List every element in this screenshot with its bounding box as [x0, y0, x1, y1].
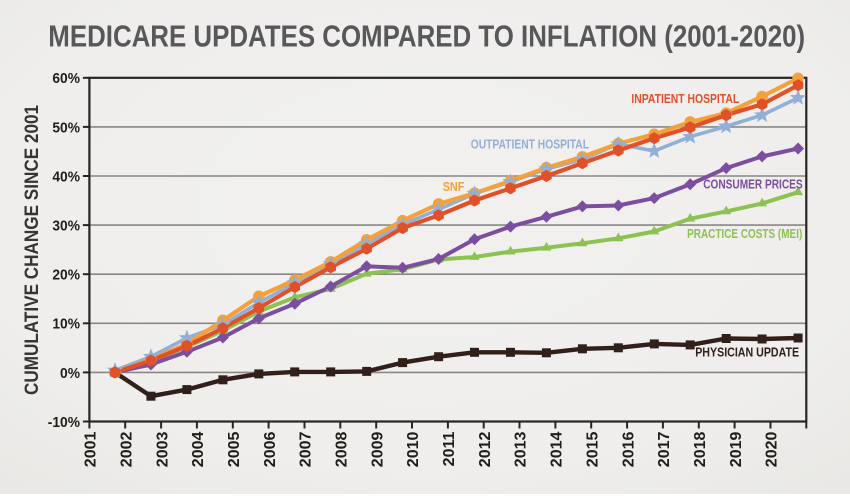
svg-text:SNF: SNF	[443, 179, 465, 194]
svg-text:2003: 2003	[154, 431, 171, 467]
svg-text:2011: 2011	[441, 432, 458, 467]
svg-text:2018: 2018	[692, 431, 709, 467]
svg-text:2017: 2017	[656, 431, 673, 467]
svg-text:2005: 2005	[226, 431, 243, 467]
svg-text:2010: 2010	[405, 431, 422, 467]
svg-text:30%: 30%	[52, 218, 80, 235]
svg-text:PRACTICE COSTS (MEI): PRACTICE COSTS (MEI)	[687, 228, 802, 241]
svg-text:2001: 2001	[83, 431, 100, 467]
svg-text:2009: 2009	[369, 431, 386, 467]
svg-text:2014: 2014	[549, 431, 566, 467]
svg-text:-10%: -10%	[48, 414, 80, 431]
svg-text:CONSUMER PRICES: CONSUMER PRICES	[703, 179, 803, 192]
svg-text:40%: 40%	[52, 169, 80, 186]
svg-text:2006: 2006	[262, 431, 279, 467]
svg-text:INPATIENT HOSPITAL: INPATIENT HOSPITAL	[631, 93, 739, 106]
svg-text:10%: 10%	[52, 316, 80, 333]
svg-text:2008: 2008	[334, 431, 351, 467]
svg-text:CUMULATIVE CHANGE SINCE 2001: CUMULATIVE CHANGE SINCE 2001	[20, 105, 42, 395]
svg-text:2012: 2012	[477, 431, 494, 467]
svg-text:2016: 2016	[620, 431, 637, 467]
svg-text:MEDICARE UPDATES COMPARED TO I: MEDICARE UPDATES COMPARED TO INFLATION (…	[48, 18, 805, 53]
svg-text:0%: 0%	[60, 365, 80, 382]
svg-text:PHYSICIAN UPDATE: PHYSICIAN UPDATE	[695, 346, 799, 360]
svg-text:2004: 2004	[190, 431, 207, 467]
svg-text:60%: 60%	[52, 71, 80, 88]
svg-text:2002: 2002	[118, 431, 135, 467]
svg-text:2020: 2020	[764, 431, 781, 467]
svg-text:50%: 50%	[52, 120, 80, 137]
svg-text:2007: 2007	[298, 431, 315, 467]
svg-text:20%: 20%	[52, 267, 80, 284]
svg-text:2013: 2013	[513, 431, 530, 467]
svg-text:2015: 2015	[584, 431, 601, 467]
svg-text:2019: 2019	[728, 431, 745, 467]
svg-text:OUTPATIENT HOSPITAL: OUTPATIENT HOSPITAL	[471, 137, 589, 151]
